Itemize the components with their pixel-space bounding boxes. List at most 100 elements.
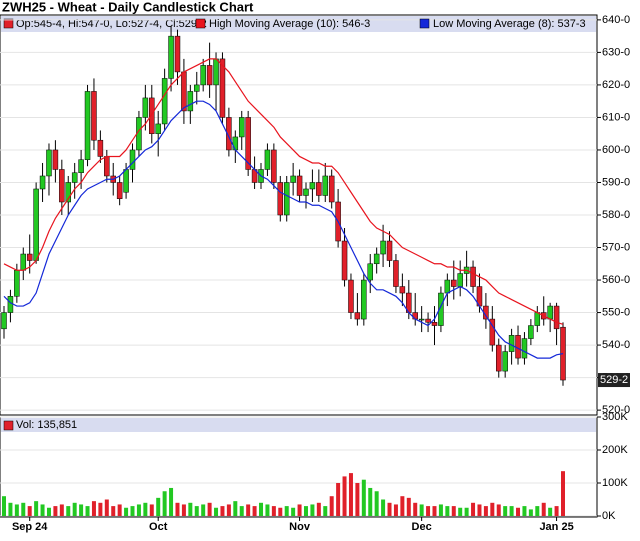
candle-body xyxy=(341,240,348,281)
y-tick-label: 590-0 xyxy=(602,176,630,188)
y-tick-label: 200K xyxy=(602,444,628,456)
volume-bar xyxy=(156,497,161,516)
candle-body xyxy=(264,149,271,170)
legend-swatch xyxy=(3,18,14,29)
volume-bar xyxy=(259,502,264,516)
volume-bar xyxy=(136,504,141,516)
candle-body xyxy=(71,172,78,183)
candle-body xyxy=(206,65,213,86)
y-tick-label: 520-0 xyxy=(602,404,630,416)
volume-bar xyxy=(291,507,296,516)
volume-bar xyxy=(393,504,398,516)
x-tick-label: Dec xyxy=(412,521,432,533)
volume-bar xyxy=(34,501,39,516)
last-price-box xyxy=(598,373,630,388)
y-tick-label: 550-0 xyxy=(602,306,630,318)
volume-bar xyxy=(503,506,508,516)
volume-bar xyxy=(143,502,148,516)
volume-bar xyxy=(432,506,437,516)
volume-bar xyxy=(252,506,257,516)
candle-body xyxy=(168,35,174,79)
candle-body xyxy=(399,286,406,294)
volume-bar xyxy=(181,504,186,516)
candle-body xyxy=(187,91,194,112)
candle-body xyxy=(33,188,39,261)
ohlc-legend: Op:545-4, Hi:547-0, Lo:527-4, Cl:529-2 xyxy=(16,18,207,30)
volume-bar xyxy=(239,506,244,516)
candle-body xyxy=(418,318,425,321)
volume-bar xyxy=(509,506,514,516)
volume-bar xyxy=(490,502,495,516)
volume-bar xyxy=(451,506,456,516)
volume-bar xyxy=(496,504,501,516)
volume-bar xyxy=(323,506,328,516)
volume-bar xyxy=(220,506,225,516)
volume-bar xyxy=(329,496,334,516)
volume-panel xyxy=(0,416,598,518)
volume-bar xyxy=(2,496,6,516)
candle-body xyxy=(174,35,181,73)
candle-body xyxy=(316,182,322,196)
volume-bar xyxy=(548,507,553,516)
volume-bar xyxy=(265,504,270,516)
volume-bar xyxy=(271,506,276,516)
legend-swatch xyxy=(195,18,206,29)
candle-body xyxy=(309,182,316,190)
candle-body xyxy=(348,279,354,313)
volume-bar xyxy=(554,506,559,516)
legend-label: High Moving Average (10): 546-3 xyxy=(209,18,370,30)
candle-body xyxy=(489,318,496,346)
volume-bar xyxy=(104,499,109,516)
volume-bar xyxy=(477,504,482,516)
candle-body xyxy=(219,58,226,118)
y-tick-label: 600-0 xyxy=(602,144,630,156)
volume-bar xyxy=(72,502,77,516)
volume-bar xyxy=(233,501,238,516)
candle-body xyxy=(161,78,168,125)
candle-body xyxy=(296,175,303,196)
candle-body xyxy=(438,292,444,326)
volume-bar xyxy=(516,507,521,516)
candle-body xyxy=(277,182,284,216)
candle-body xyxy=(373,253,380,265)
volume-bar xyxy=(297,504,302,516)
volume-bar xyxy=(169,487,174,516)
volume-bar xyxy=(387,502,392,516)
y-tick-label: 640-0 xyxy=(602,14,630,26)
candle-body xyxy=(380,240,386,255)
y-tick-label: 560-0 xyxy=(602,274,630,286)
volume-bar xyxy=(483,506,488,516)
volume-bar xyxy=(226,504,231,516)
volume-bar xyxy=(419,504,424,516)
volume-bar xyxy=(175,502,180,516)
candle-body xyxy=(7,296,14,313)
candle-body xyxy=(354,312,361,320)
legend-swatch xyxy=(3,420,14,431)
candle-body xyxy=(470,266,476,287)
candle-body xyxy=(155,123,161,134)
candle-body xyxy=(431,322,438,326)
volume-bar xyxy=(374,491,379,516)
y-tick-label: 570-0 xyxy=(602,241,630,253)
candle-body xyxy=(444,279,451,294)
candle-body xyxy=(361,279,367,320)
candle-body xyxy=(46,149,52,177)
candle-body xyxy=(116,182,123,199)
candle-body xyxy=(367,263,373,281)
candle-body xyxy=(245,117,251,170)
candle-body xyxy=(91,91,97,141)
volume-bar xyxy=(355,483,360,516)
candle-body xyxy=(534,312,541,326)
volume-bar xyxy=(458,507,463,516)
candle-body xyxy=(104,156,110,177)
candle-body xyxy=(271,149,277,183)
legend-swatch xyxy=(419,18,430,29)
volume-bar xyxy=(426,506,431,516)
y-tick-label: 540-0 xyxy=(602,339,630,351)
volume-bar xyxy=(85,506,90,516)
volume-bar xyxy=(79,504,84,516)
candle-body xyxy=(457,273,463,287)
volume-bar xyxy=(162,491,167,516)
volume-bar xyxy=(316,502,321,516)
volume-legend-bar xyxy=(1,418,596,432)
